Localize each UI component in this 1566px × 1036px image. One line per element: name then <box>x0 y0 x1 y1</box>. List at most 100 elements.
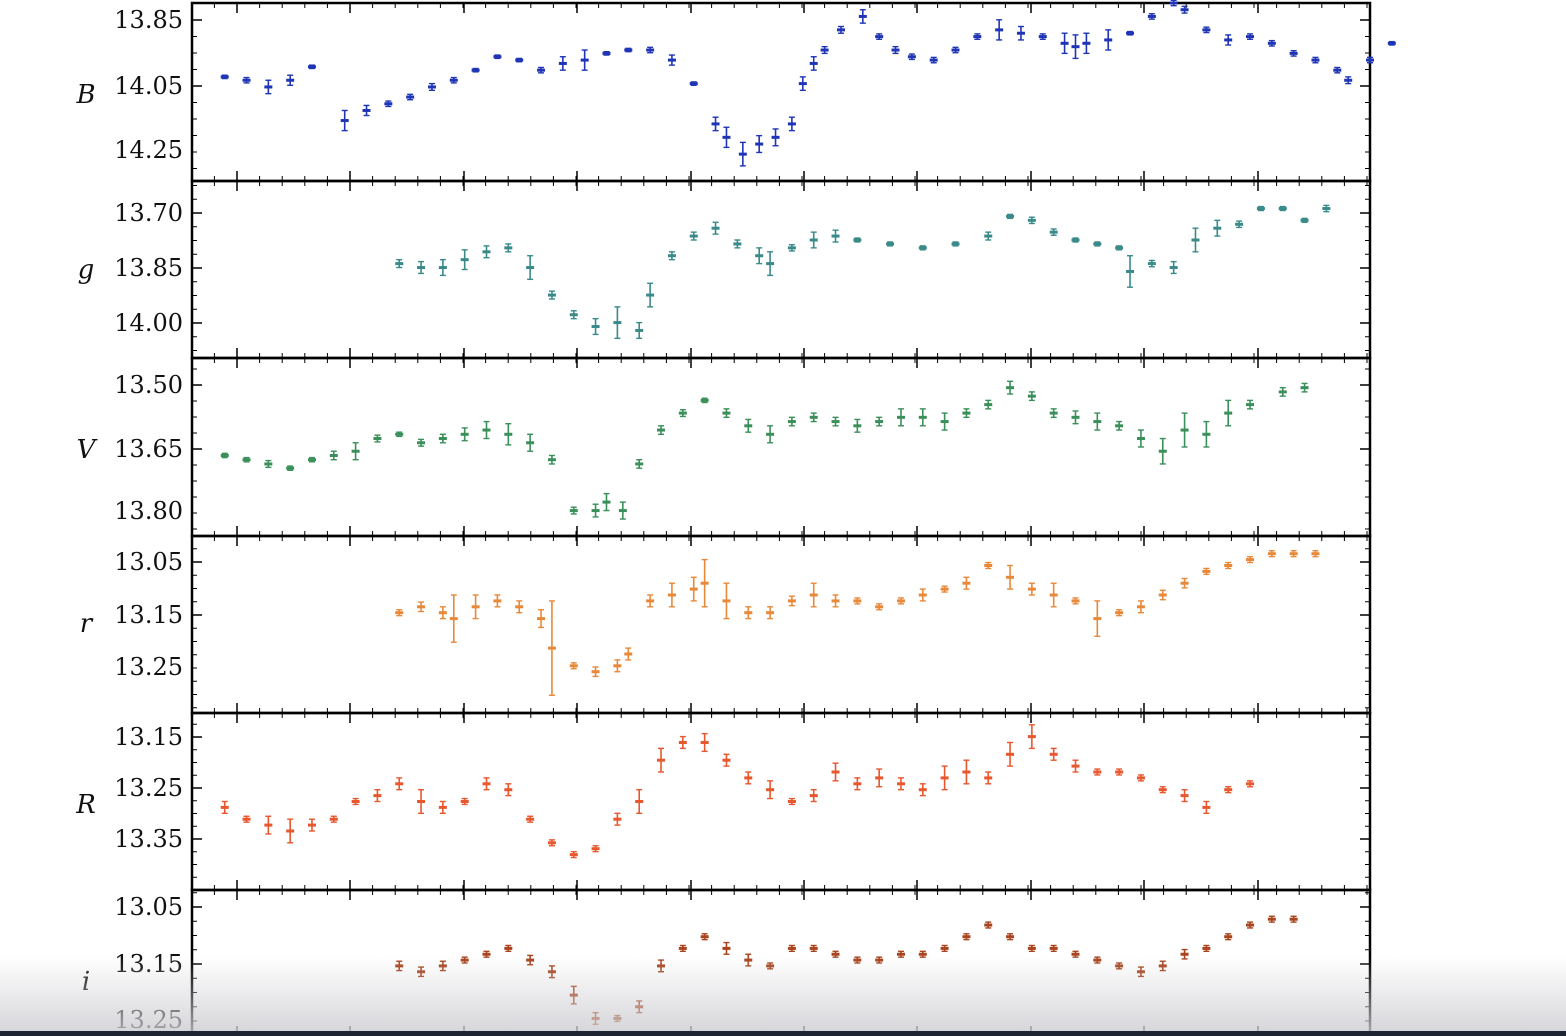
panel-V: 13.50 13.65 13.80 V <box>77 356 1372 538</box>
data-point <box>1006 380 1015 395</box>
point-marker <box>1071 764 1080 768</box>
data-point <box>1006 741 1015 767</box>
point-marker <box>504 432 513 436</box>
data-point <box>1158 589 1167 601</box>
data-point <box>1289 49 1298 57</box>
data-point <box>1060 32 1069 55</box>
point-marker <box>417 970 426 974</box>
data-point <box>1027 391 1036 402</box>
point-marker <box>1169 266 1178 270</box>
y-tick-label: 13.85 <box>114 254 183 282</box>
data-point <box>526 815 535 823</box>
data-point <box>700 732 709 753</box>
data-point <box>417 789 426 814</box>
data-point <box>264 79 273 95</box>
data-point <box>591 666 600 678</box>
data-point <box>569 985 578 1005</box>
window-bottom-strip <box>0 1031 1566 1036</box>
data-point <box>766 780 775 800</box>
data-point <box>722 941 731 955</box>
data-point <box>744 606 753 620</box>
point-marker <box>493 55 502 59</box>
data-point <box>657 747 666 773</box>
data-point <box>1027 216 1036 225</box>
point-marker <box>482 428 491 432</box>
data-point <box>1126 255 1135 288</box>
data-point <box>526 255 535 281</box>
data-point <box>657 425 666 435</box>
point-marker <box>853 599 862 603</box>
data-point <box>657 959 666 973</box>
data-point <box>700 397 709 404</box>
y-axis-label: V <box>77 435 98 465</box>
point-marker <box>395 611 404 615</box>
point-marker <box>1224 411 1233 415</box>
point-marker <box>1235 222 1244 226</box>
data-point <box>417 438 426 447</box>
y-axis-label: g <box>78 255 95 285</box>
point-marker <box>886 242 895 246</box>
point-marker <box>242 458 251 462</box>
data-point <box>1071 237 1080 243</box>
data-point <box>722 408 731 419</box>
data-point <box>307 818 316 832</box>
data-point <box>940 585 949 593</box>
point-marker <box>984 564 993 567</box>
data-point <box>1300 217 1309 224</box>
data-point <box>918 950 927 958</box>
point-marker <box>1027 735 1036 739</box>
point-marker <box>1224 935 1233 939</box>
point-marker <box>373 794 382 798</box>
point-marker <box>711 226 720 230</box>
data-point <box>744 953 753 967</box>
data-point <box>891 45 900 55</box>
data-point <box>1300 382 1309 393</box>
point-marker <box>722 411 731 415</box>
point-marker <box>286 466 295 470</box>
point-marker <box>1322 207 1331 211</box>
point-marker <box>1115 246 1124 250</box>
point-marker <box>918 593 927 597</box>
point-marker <box>286 829 295 833</box>
data-point <box>438 258 447 277</box>
point-marker <box>875 420 884 424</box>
point-marker <box>504 788 513 792</box>
point-marker <box>1006 752 1015 756</box>
data-point <box>962 576 971 590</box>
y-tick-label: 14.25 <box>114 136 183 164</box>
data-point <box>1158 786 1167 794</box>
point-marker <box>722 599 731 603</box>
point-marker <box>417 266 426 270</box>
data-point <box>1049 944 1058 953</box>
point-marker <box>700 581 709 585</box>
data-point <box>1071 759 1080 773</box>
data-point <box>858 9 867 24</box>
point-marker <box>569 313 578 317</box>
data-point <box>526 433 535 452</box>
data-point <box>373 434 382 443</box>
point-marker <box>482 250 491 254</box>
point-marker <box>875 605 884 609</box>
data-point <box>886 241 895 247</box>
point-marker <box>1049 752 1058 756</box>
point-marker <box>427 85 436 89</box>
data-point <box>853 597 862 605</box>
data-point <box>1136 429 1145 448</box>
point-marker <box>787 599 796 603</box>
point-marker <box>973 35 982 39</box>
data-point <box>242 815 251 823</box>
point-marker <box>1213 226 1222 230</box>
point-marker <box>1300 218 1309 222</box>
data-point <box>896 408 905 427</box>
data-point <box>1049 408 1058 419</box>
data-point <box>1038 33 1047 40</box>
data-point <box>1027 724 1036 750</box>
data-point <box>766 606 775 620</box>
data-point <box>547 290 556 300</box>
data-point <box>771 128 780 147</box>
data-point <box>427 82 436 92</box>
point-marker <box>1158 593 1167 597</box>
data-point <box>286 818 295 844</box>
y-axis-label: i <box>82 967 90 997</box>
point-marker <box>635 328 644 332</box>
